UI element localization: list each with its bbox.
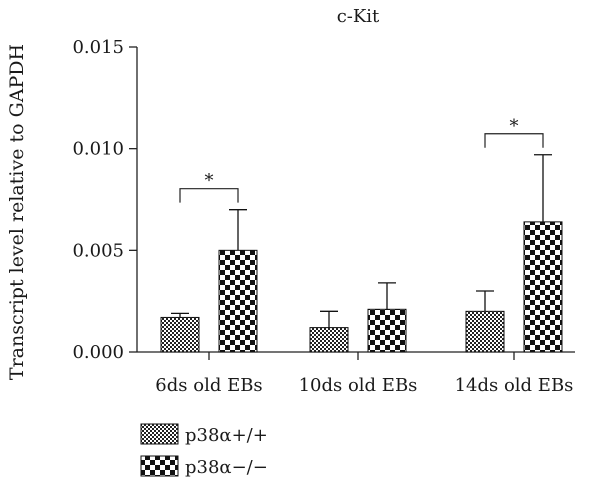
plot-area: 0.000 0.005 0.010 0.015 6ds old EBs 10ds old … [72,37,575,396]
x-tick-label: 14ds old EBs [455,375,574,396]
y-axis-label: Transcript level relative to GAPDH [6,44,28,380]
significance-star: * [205,171,214,192]
legend: p38α+/+ p38α−/− [140,423,268,478]
chart-title: c-Kit [337,6,380,27]
y-tick-label: 0.015 [72,37,124,58]
legend-swatch-wildtype [140,423,179,445]
y-tick-label: 0.010 [72,139,124,160]
x-tick-label: 6ds old EBs [155,375,262,396]
y-tick-label: 0.005 [72,240,124,261]
legend-swatch-knockout [140,455,179,477]
bar-wildtype [309,327,349,353]
x-tick-label: 10ds old EBs [299,375,418,396]
y-tick-label: 0.000 [72,342,124,363]
bar-wildtype [160,316,200,353]
bar-knockout [367,308,407,353]
bar-wildtype [465,310,505,353]
bar-knockout [218,249,258,353]
bar-knockout [523,221,563,353]
significance-star: * [510,116,519,137]
significance-bracket [484,133,544,148]
legend-label: p38α+/+ [185,425,268,446]
significance-bracket [179,188,239,203]
legend-label: p38α−/− [185,457,268,478]
